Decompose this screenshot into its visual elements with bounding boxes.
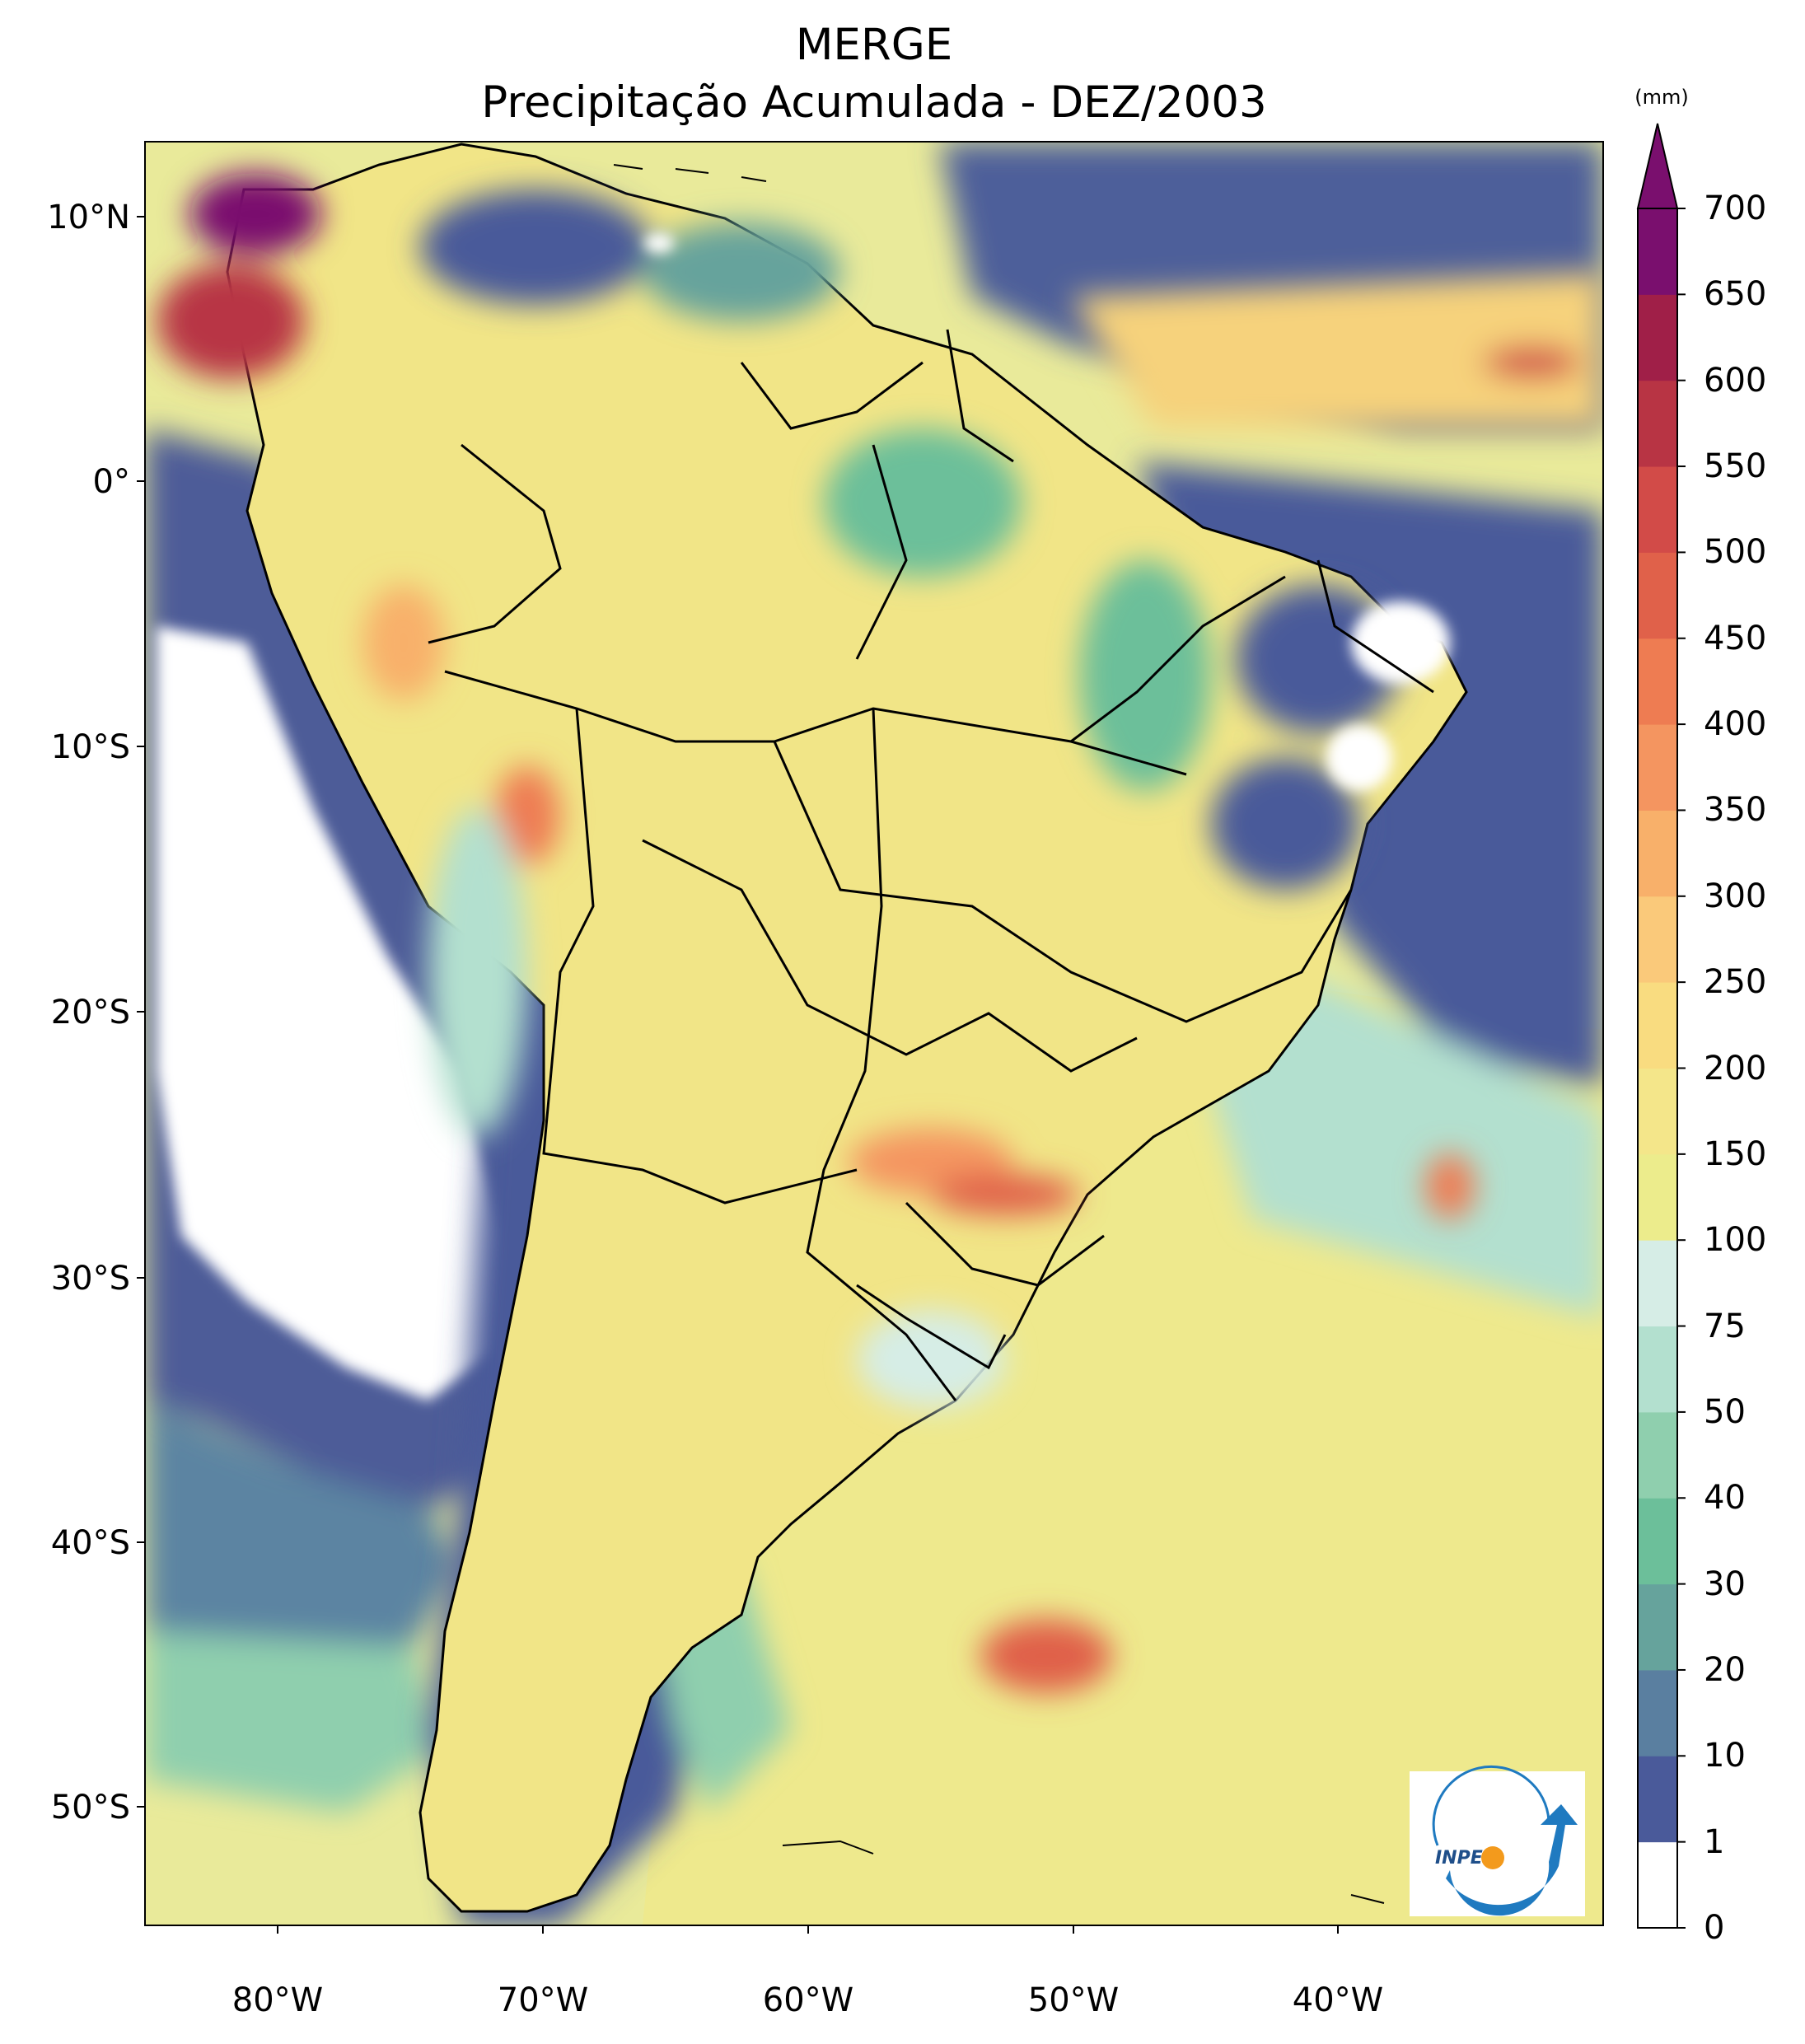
ne-brazil-no-rain [644,233,1450,791]
colorbar-label: 1 [1704,1822,1725,1861]
colorbar [1636,123,1686,1929]
colorbar-swatch [1638,1411,1677,1499]
colorbar-swatch [1638,810,1677,897]
lat-label: 30°S [50,1260,130,1298]
country-borders [428,329,1434,1401]
colorbar-label: 450 [1704,619,1767,657]
colorbar-swatch [1638,466,1677,553]
colorbar-label: 350 [1704,791,1767,830]
lon-label: 60°W [762,1981,854,2019]
colorbar-label: 250 [1704,963,1767,1002]
map-subtitle: Precipitação Acumulada - DEZ/2003 [481,77,1267,128]
colorbar-swatch [1638,638,1677,725]
colorbar-label: 700 [1704,189,1767,227]
colorbar-swatch [1638,1326,1677,1413]
lat-label: 40°S [50,1524,130,1562]
colorbar-swatch [1638,982,1677,1069]
colorbar-label: 500 [1704,533,1767,572]
colorbar-swatch [1638,1068,1677,1155]
axis-ticks [137,216,1339,1934]
colorbar-extend-arrow [1636,123,1679,209]
colorbar-label: 10 [1704,1737,1746,1775]
colorbar-label: 0 [1704,1909,1725,1947]
colorbar-swatch [1638,1756,1677,1843]
lon-label: 50°W [1027,1981,1120,2019]
colorbar-swatch [1638,1240,1677,1327]
lat-label: 50°S [50,1789,130,1827]
colorbar-label: 20 [1704,1650,1746,1689]
lon-label: 70°W [497,1981,589,2019]
colorbar-swatch [1638,552,1677,639]
colorbar-label: 150 [1704,1134,1767,1173]
colorbar-swatch [1638,1153,1677,1241]
colorbar-swatch [1638,896,1677,983]
colorbar-label: 200 [1704,1049,1767,1087]
colorbar-label: 100 [1704,1221,1767,1260]
itcz-band [1071,272,1603,428]
islands [613,164,1385,1904]
colorbar-unit: (mm) [1634,86,1689,109]
map-border [144,141,1604,1926]
lon-label: 40°W [1292,1981,1384,2019]
colorbar-swatch [1638,1669,1677,1756]
map-title: MERGE [795,20,953,70]
lat-label: 10°S [50,728,130,766]
lon-label: 80°W [231,1981,324,2019]
colorbar-label: 30 [1704,1565,1746,1603]
land-accents [157,173,1475,1693]
colorbar-label: 550 [1704,447,1767,486]
colorbar-swatch [1638,208,1677,295]
colorbar-swatch [1638,294,1677,381]
colorbar-label: 650 [1704,275,1767,314]
lat-label: 20°S [50,994,130,1031]
colorbar-swatch [1638,1841,1677,1929]
colorbar-swatch [1638,1583,1677,1671]
colorbar-label: 300 [1704,877,1767,915]
colorbar-swatch [1638,380,1677,467]
inpe-logo: INPE [1410,1765,1585,1916]
colorbar-label: 75 [1704,1307,1746,1345]
colorbar-label: 40 [1704,1479,1746,1518]
map-frame [145,142,1603,1925]
logo-text: INPE [1435,1848,1483,1869]
lat-label: 10°N [47,199,130,236]
colorbar-label: 400 [1704,705,1767,744]
colorbar-swatch [1638,1498,1677,1585]
colorbar-label: 50 [1704,1392,1746,1431]
colorbar-label: 600 [1704,361,1767,400]
lat-label: 0° [92,463,130,501]
colorbar-swatch [1638,724,1677,811]
